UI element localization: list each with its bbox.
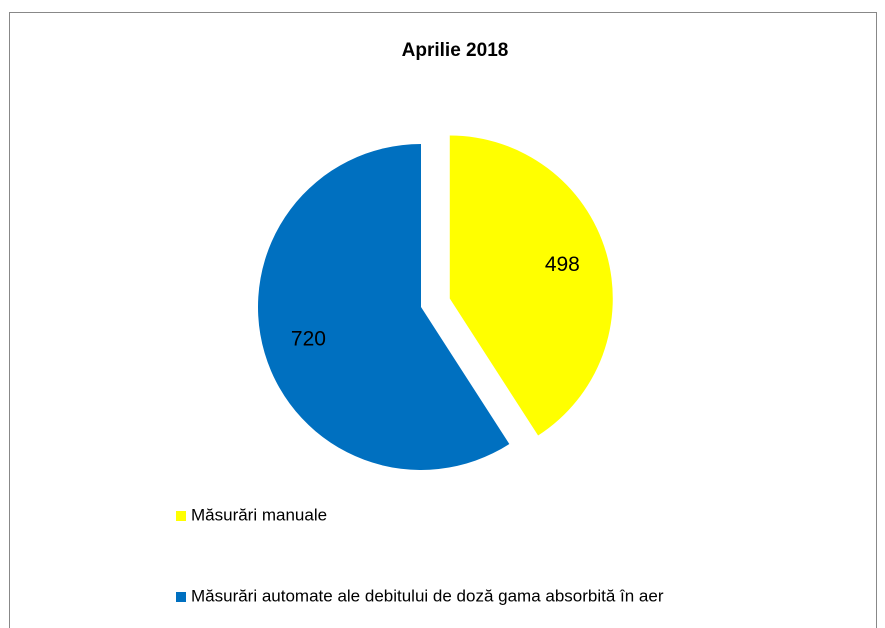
legend-swatch — [176, 592, 186, 602]
legend-label: Măsurări manuale — [191, 505, 327, 524]
pie-slice — [449, 135, 613, 436]
data-label: 498 — [545, 253, 580, 276]
chart-border — [9, 12, 877, 628]
legend-swatch — [176, 511, 186, 521]
legend-label: Măsurări automate ale debitului de doză … — [191, 586, 664, 605]
data-label: 720 — [291, 328, 326, 351]
pie-slice — [258, 143, 510, 470]
chart-title: Aprilie 2018 — [402, 40, 509, 61]
